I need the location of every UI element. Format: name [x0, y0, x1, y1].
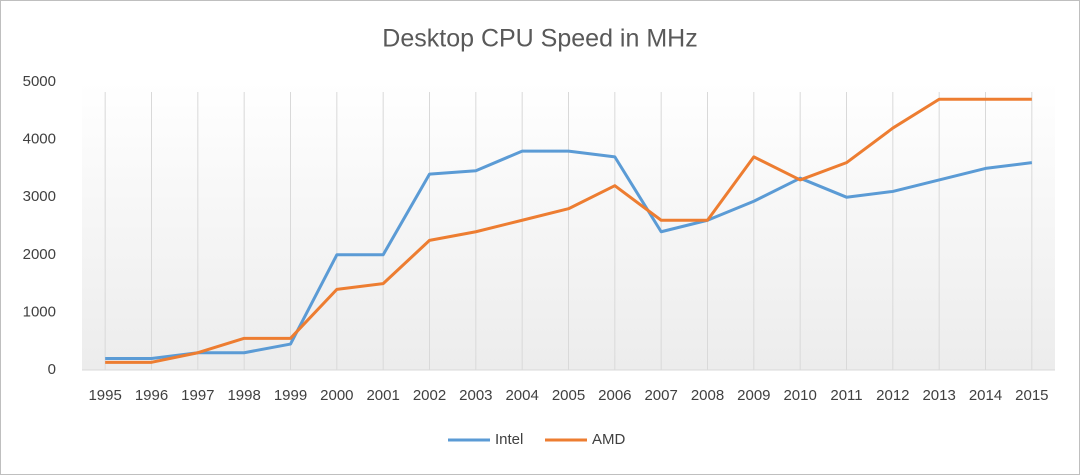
x-tick-label: 2002 — [413, 387, 446, 404]
x-tick-label: 2005 — [552, 387, 585, 404]
y-tick-label: 4000 — [23, 131, 56, 148]
x-tick-label: 2008 — [691, 387, 724, 404]
y-tick-label: 0 — [48, 361, 56, 378]
x-tick-label: 2013 — [922, 387, 955, 404]
x-tick-label: 1995 — [88, 387, 121, 404]
x-tick-label: 2011 — [830, 387, 862, 404]
y-tick-label: 5000 — [23, 73, 56, 90]
legend-label: AMD — [592, 431, 626, 448]
x-tick-label: 1998 — [227, 387, 260, 404]
chart-title: Desktop CPU Speed in MHz — [382, 25, 697, 53]
x-tick-label: 1996 — [135, 387, 168, 404]
x-tick-label: 2004 — [505, 387, 538, 404]
x-tick-label: 2014 — [969, 387, 1002, 404]
x-tick-label: 2009 — [737, 387, 770, 404]
y-tick-label: 1000 — [23, 303, 56, 320]
x-tick-label: 2001 — [366, 387, 399, 404]
x-tick-label: 2015 — [1015, 387, 1048, 404]
y-tick-label: 3000 — [23, 188, 56, 205]
x-tick-label: 2000 — [320, 387, 353, 404]
series-line — [105, 97, 1032, 364]
x-tick-label: 1997 — [181, 387, 214, 404]
x-tick-label: 2010 — [783, 387, 816, 404]
x-tick-label: 2003 — [459, 387, 492, 404]
series-line — [105, 149, 1033, 360]
x-tick-label: 2006 — [598, 387, 631, 404]
x-tick-label: 2012 — [876, 387, 909, 404]
x-tick-label: 2007 — [644, 387, 677, 404]
legend-label: Intel — [495, 431, 523, 448]
y-tick-label: 2000 — [23, 246, 56, 263]
x-tick-label: 1999 — [274, 387, 307, 404]
